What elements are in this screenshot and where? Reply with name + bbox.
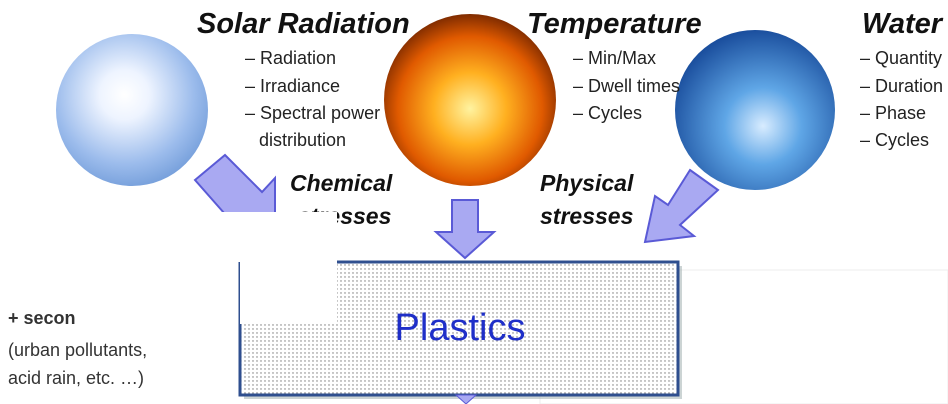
factor-item: – Spectral power — [245, 103, 380, 123]
factor-item: – Phase — [860, 103, 926, 123]
factor-item: – Radiation — [245, 48, 336, 68]
note-line: + secon — [8, 308, 76, 328]
arrow — [456, 395, 476, 404]
arrow — [436, 200, 494, 258]
stress-label: stresses — [540, 203, 633, 229]
factor-item: – Quantity — [860, 48, 942, 68]
diagram: Solar Radiation – Radiation – Irradiance… — [0, 0, 948, 404]
factor-item: – Irradiance — [245, 76, 340, 96]
factor-item: – Cycles — [860, 130, 929, 150]
sun-image — [56, 34, 208, 186]
stress-label: Physical — [540, 170, 634, 196]
panel — [85, 212, 337, 262]
panel — [240, 262, 337, 324]
factor-item: distribution — [259, 130, 346, 150]
factor-item: – Dwell times — [573, 76, 680, 96]
factor-item: – Cycles — [573, 103, 642, 123]
water-image — [675, 30, 835, 190]
factor-title: Solar Radiation — [197, 8, 410, 40]
factor-title: Water — [862, 8, 944, 40]
note-line: (urban pollutants, — [8, 340, 147, 360]
note-line: acid rain, etc. …) — [8, 368, 144, 388]
plastics-label: Plastics — [395, 307, 526, 349]
arrow — [645, 170, 718, 242]
stress-label: Chemical — [290, 170, 393, 196]
factor-title: Temperature — [527, 8, 702, 40]
factor-item: – Duration — [860, 76, 943, 96]
factor-item: – Min/Max — [573, 48, 656, 68]
